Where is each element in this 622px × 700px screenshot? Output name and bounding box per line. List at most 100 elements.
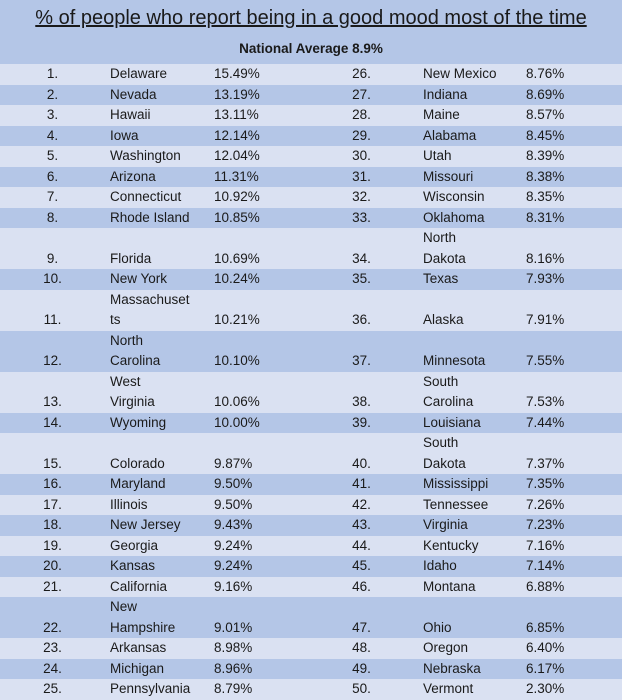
table-row: 24. Michigan 8.96% 49. Nebraska 6.17%	[0, 658, 622, 679]
percent-cell: 9.87%	[214, 455, 253, 471]
state-cell: Florida	[110, 250, 152, 266]
percent-cell: 10.24%	[214, 271, 260, 286]
percent-cell: 8.57%	[526, 107, 565, 122]
table-row: 20. Kansas 9.24% 45. Idaho 7.14%	[0, 556, 622, 577]
rank-cell: 48.	[352, 640, 371, 655]
state-cell: West Virginia	[110, 373, 155, 410]
percent-cell: 10.92%	[214, 189, 260, 204]
state-cell: Washington	[110, 148, 181, 163]
table-row: 11. Massachuset ts 10.21% 36. Alaska 7.91%	[0, 289, 622, 331]
table-row: 12. North Carolina 10.10% 37. Minnesota 7.55%	[0, 330, 622, 372]
state-cell: Alabama	[423, 127, 477, 143]
rank-cell: 41.	[352, 476, 371, 491]
rank-cell: 24.	[43, 660, 62, 676]
state-cell: Massachuset ts	[110, 291, 190, 328]
state-cell: New Mexico	[423, 66, 497, 81]
percent-cell: 8.31%	[526, 209, 565, 225]
rank-cell: 2.	[46, 86, 59, 102]
percent-cell: 7.55%	[526, 353, 565, 368]
state-cell: Indiana	[423, 86, 468, 102]
state-cell: Mississippi	[423, 476, 489, 491]
percent-cell: 9.16%	[214, 578, 253, 594]
state-cell: North Dakota	[423, 230, 466, 266]
rank-cell: 6.	[46, 168, 59, 184]
percent-cell: 9.50%	[214, 496, 253, 512]
percent-cell: 8.98%	[214, 640, 253, 655]
percent-cell: 9.24%	[214, 558, 253, 573]
percent-cell: 12.04%	[214, 148, 260, 163]
state-cell: Maine	[423, 107, 460, 122]
state-cell: Hawaii	[110, 107, 151, 122]
state-cell: Georgia	[110, 537, 159, 553]
state-cell: Alaska	[423, 312, 464, 327]
percent-cell: 12.14%	[214, 127, 260, 143]
percent-cell: 10.00%	[214, 414, 260, 430]
state-cell: Virginia	[423, 517, 468, 532]
state-cell: Rhode Island	[110, 209, 190, 225]
rank-cell: 11.	[43, 312, 62, 327]
state-cell: Montana	[423, 578, 476, 594]
national-average: National Average 8.9%	[239, 41, 383, 56]
rank-cell: 33.	[352, 209, 371, 225]
percent-cell: 6.88%	[526, 578, 565, 594]
rank-cell: 10.	[43, 271, 62, 286]
state-cell: Oklahoma	[423, 209, 485, 225]
rank-cell: 37.	[352, 353, 371, 368]
state-cell: North Carolina	[110, 332, 161, 369]
percent-cell: 8.38%	[526, 168, 565, 184]
percent-cell: 13.11%	[214, 107, 259, 122]
table-row: 1. Delaware 15.49% 26. New Mexico 8.76%	[0, 64, 622, 85]
table-row: 14. Wyoming 10.00% 39. Louisiana 7.44%	[0, 412, 622, 433]
state-cell: Ohio	[423, 619, 452, 635]
state-cell: Arizona	[110, 168, 156, 184]
rank-cell: 23.	[43, 640, 62, 655]
percent-cell: 8.69%	[526, 86, 565, 102]
rank-cell: 8.	[46, 209, 59, 225]
rank-cell: 44.	[352, 537, 371, 553]
percent-cell: 7.93%	[526, 271, 565, 286]
state-cell: South Dakota	[423, 435, 466, 471]
rank-cell: 21.	[43, 578, 62, 594]
rank-cell: 47.	[352, 619, 371, 635]
rank-cell: 38.	[352, 394, 371, 409]
rank-cell: 16.	[43, 476, 62, 491]
page-title: % of people who report being in a good m…	[35, 7, 587, 29]
rank-cell: 14.	[43, 414, 62, 430]
table-row: 6. Arizona 11.31% 31. Missouri 8.38%	[0, 166, 622, 187]
state-cell: Pennsylvania	[110, 681, 191, 696]
rank-cell: 49.	[352, 660, 371, 676]
percent-cell: 8.96%	[214, 660, 253, 676]
state-cell: Wisconsin	[423, 189, 485, 204]
percent-cell: 6.85%	[526, 619, 565, 635]
rank-cell: 28.	[352, 107, 371, 122]
state-cell: California	[110, 578, 168, 594]
state-cell: Iowa	[110, 127, 139, 143]
percent-cell: 10.69%	[214, 250, 260, 266]
percent-cell: 15.49%	[214, 66, 260, 81]
table-row: 13. West Virginia 10.06% 38. South Carolina 7…	[0, 371, 622, 413]
rank-cell: 50.	[352, 681, 371, 696]
state-cell: Texas	[423, 271, 459, 286]
state-cell: Maryland	[110, 476, 166, 491]
state-cell: Tennessee	[423, 496, 489, 512]
rank-cell: 15.	[43, 455, 62, 471]
state-cell: New Hampshire	[110, 599, 176, 635]
state-cell: Michigan	[110, 660, 165, 676]
state-cell: Vermont	[423, 681, 474, 696]
state-cell: Kentucky	[423, 537, 479, 553]
table-row: 23. Arkansas 8.98% 48. Oregon 6.40%	[0, 638, 622, 659]
rank-cell: 4.	[46, 127, 59, 143]
rank-cell: 46.	[352, 578, 371, 594]
state-cell: Kansas	[110, 558, 156, 573]
table-row: 19. Georgia 9.24% 44. Kentucky 7.16%	[0, 535, 622, 556]
rank-cell: 29.	[352, 127, 371, 143]
table-row: 16. Maryland 9.50% 41. Mississippi 7.35%	[0, 474, 622, 495]
rank-cell: 32.	[352, 189, 371, 204]
rank-cell: 12.	[43, 353, 62, 368]
rank-cell: 13.	[43, 394, 62, 409]
percent-cell: 6.40%	[526, 640, 565, 655]
table-row: 18. New Jersey 9.43% 43. Virginia 7.23%	[0, 515, 622, 536]
rank-cell: 40.	[352, 455, 371, 471]
table-row: 25. Pennsylvania 8.79% 50. Vermont 2.30%	[0, 679, 622, 700]
rank-cell: 31.	[352, 168, 371, 184]
